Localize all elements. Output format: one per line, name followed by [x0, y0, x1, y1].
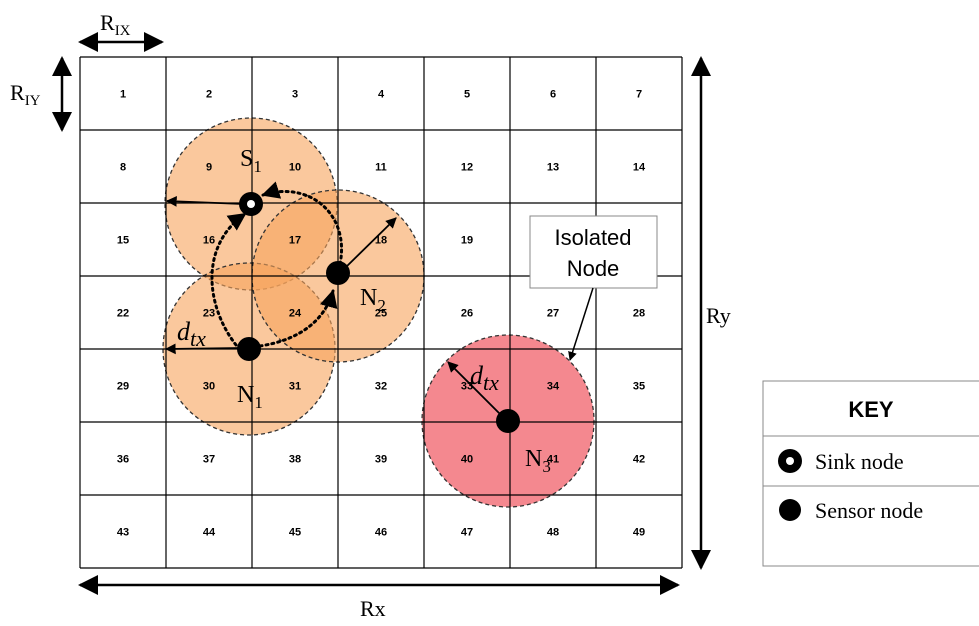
grid-cell-number: 7	[636, 89, 642, 101]
callout-line-2: Node	[567, 256, 620, 281]
grid-cell-number: 32	[375, 381, 387, 393]
dtx-label-n1: dtx	[177, 317, 206, 351]
grid-cell-number: 26	[461, 308, 473, 320]
grid-cell-number: 15	[117, 235, 129, 247]
grid-cell-number: 3	[292, 89, 298, 101]
grid-cell-number: 42	[633, 454, 645, 466]
riy-label: RIY	[10, 80, 41, 109]
rix-label: RIX	[100, 10, 131, 39]
dtx-label-n3: dtx	[470, 361, 499, 395]
grid-cell-number: 38	[289, 454, 301, 466]
grid-cell-number: 48	[547, 527, 559, 539]
n1-to-s1-path	[210, 212, 247, 347]
ry-label: Ry	[706, 303, 731, 328]
legend-key: KEY Sink node Sensor node	[762, 380, 979, 567]
grid-cell-number: 47	[461, 527, 473, 539]
grid-cell-number: 23	[203, 308, 215, 320]
n2-to-s1-path	[261, 181, 343, 266]
callout-pointer-arrow	[568, 287, 594, 361]
grid-cell-number: 14	[633, 162, 646, 174]
sink-node-s1	[239, 192, 263, 216]
grid-cell-number: 39	[375, 454, 387, 466]
legend-sink-label: Sink node	[815, 449, 904, 474]
sensor-node-n1	[237, 337, 261, 361]
grid-cell-number: 25	[375, 308, 387, 320]
grid-cell-number: 8	[120, 162, 126, 174]
grid-cell-number: 41	[547, 454, 559, 466]
n1-label: N1	[237, 382, 263, 412]
n3-label: N3	[525, 446, 551, 476]
grid-cell-number: 13	[547, 162, 559, 174]
grid-cell-number: 19	[461, 235, 473, 247]
grid-cell-number: 31	[289, 381, 301, 393]
grid-cell-number: 22	[117, 308, 129, 320]
grid-cell-number: 18	[375, 235, 387, 247]
grid-cell-number: 28	[633, 308, 645, 320]
range-arrows	[164, 195, 501, 415]
legend-title: KEY	[848, 397, 894, 422]
grid-cell-number: 10	[289, 162, 301, 174]
grid-cell-number: 2	[206, 89, 212, 101]
legend-sensor-label: Sensor node	[815, 498, 923, 523]
grid-cell-number: 24	[289, 308, 302, 320]
grid-cell-number: 16	[203, 235, 215, 247]
n2-range-arrow	[343, 217, 397, 270]
grid-cell-number: 9	[206, 162, 212, 174]
grid-cell-number: 17	[289, 235, 301, 247]
grid-cell-number: 46	[375, 527, 387, 539]
grid-cell-number: 5	[464, 89, 470, 101]
dimension-arrows	[52, 32, 711, 595]
grid-cell-number: 6	[550, 89, 556, 101]
grid-cell-number: 34	[547, 381, 560, 393]
grid-cell-number: 37	[203, 454, 215, 466]
n2-label: N2	[360, 285, 386, 315]
grid-cell-number: 1	[120, 89, 126, 101]
grid-cell-number: 44	[203, 527, 216, 539]
isolated-node-callout: Isolated Node	[529, 215, 658, 361]
n3-range-arrow	[447, 361, 501, 415]
legend-sink-icon	[778, 449, 802, 473]
grid-cell-number: 36	[117, 454, 129, 466]
grid-cell-number: 30	[203, 381, 215, 393]
grid-cell-number: 29	[117, 381, 129, 393]
grid-cell-number: 49	[633, 527, 645, 539]
callout-line-1: Isolated	[554, 225, 631, 250]
rx-label: Rx	[360, 596, 386, 621]
grid-cell-number: 4	[378, 89, 385, 101]
multihop-paths	[210, 181, 343, 348]
grid-cell-number: 12	[461, 162, 473, 174]
n1-to-n2-path	[258, 289, 338, 348]
sensor-node-n2	[326, 261, 350, 285]
grid-cell-number: 35	[633, 381, 645, 393]
grid-cell-number: 45	[289, 527, 301, 539]
n1-range-arrow	[164, 343, 241, 355]
grid-cell-number: 11	[375, 162, 387, 174]
grid-cell-number: 40	[461, 454, 473, 466]
grid-cell-number: 27	[547, 308, 559, 320]
s1-range-arrow	[165, 195, 244, 207]
sensor-node-n3	[496, 409, 520, 433]
grid-cell-number: 43	[117, 527, 129, 539]
legend-sensor-icon	[779, 499, 801, 521]
s1-label: S1	[240, 146, 262, 176]
